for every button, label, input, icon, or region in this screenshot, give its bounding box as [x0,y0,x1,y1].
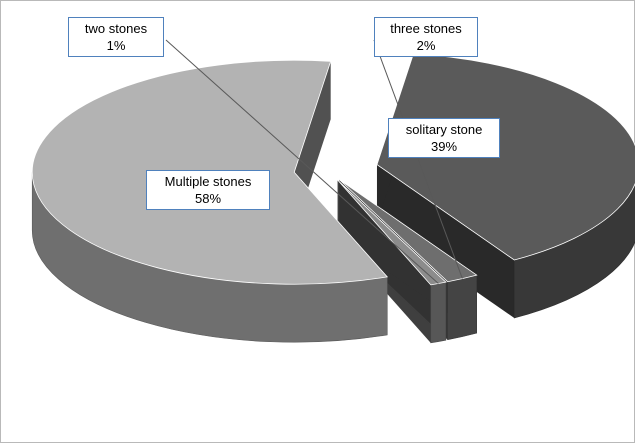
pie-slice-solitary-stone [376,53,635,261]
pie-side-two-stones [430,281,447,344]
pie-slice-two-stones [337,179,447,286]
slice-label-three-stones: three stones 2% [374,17,478,57]
slice-label-multiple-stones-name: Multiple stones [164,174,252,189]
pie-slice-three-stones [339,179,478,283]
slice-label-two-stones-value: 1% [106,38,126,53]
slice-label-multiple-stones-value: 58% [194,191,222,206]
slice-label-two-stones-name: two stones [84,21,148,36]
leader-line-three-stones [373,39,463,279]
slice-label-multiple-stones: Multiple stones 58% [146,170,270,210]
leader-line-two-stones [165,39,439,284]
pie-side-three-stones [447,274,477,341]
slice-label-three-stones-value: 2% [416,38,436,53]
slice-label-solitary-stone: solitary stone 39% [388,118,500,158]
slice-label-three-stones-name: three stones [390,21,462,36]
slice-label-solitary-stone-value: 39% [430,139,458,154]
pie-cut-face-solitary-stone-1 [376,164,515,318]
pie-tops [31,53,635,286]
slice-label-solitary-stone-name: solitary stone [405,122,483,137]
leader-lines [165,39,463,284]
slice-label-two-stones: two stones 1% [68,17,164,57]
